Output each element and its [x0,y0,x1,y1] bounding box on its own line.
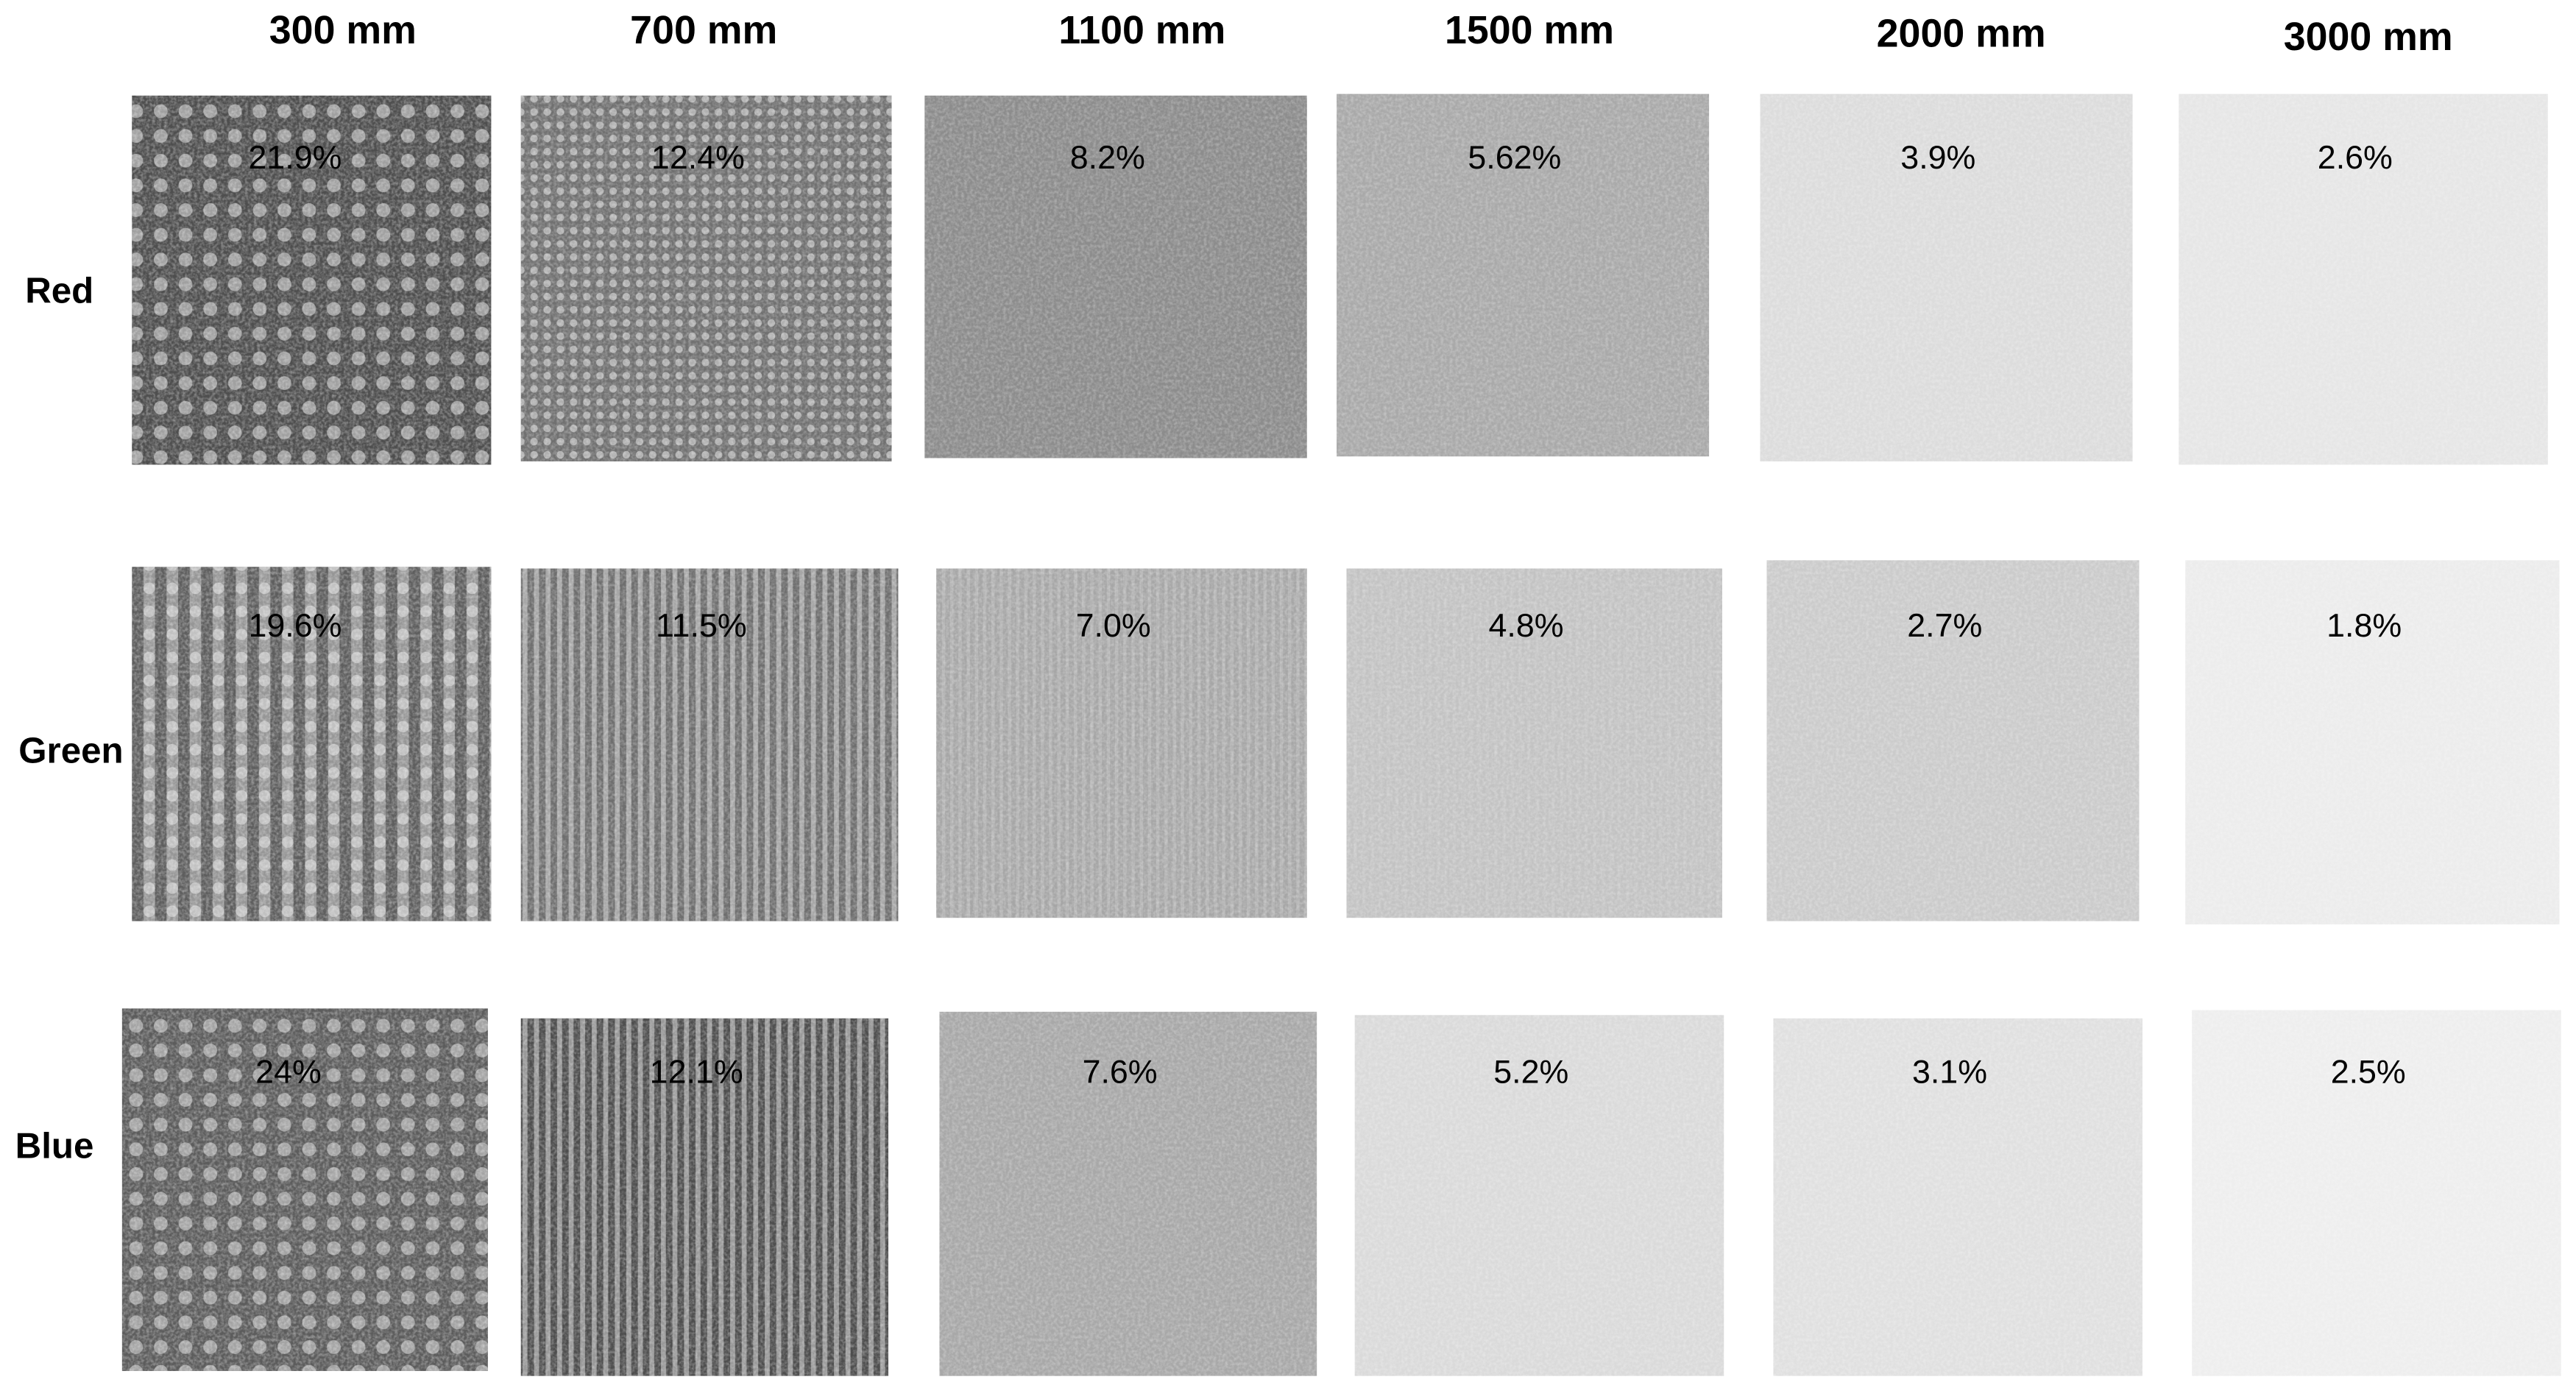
percentage-label: 7.6% [1083,1054,1158,1091]
percentage-label: 12.1% [650,1054,743,1091]
percentage-label: 7.0% [1076,607,1151,644]
percentage-label: 24% [255,1054,322,1091]
column-header: 300 mm [269,8,417,52]
texture-noise [1766,560,2140,921]
texture-noise [2179,93,2548,465]
percentage-label: 1.8% [2326,607,2402,644]
texture-noise [924,95,1307,458]
percentage-label: 3.9% [1900,139,1975,176]
texture-noise [939,1011,1317,1376]
percentage-label: 21.9% [248,139,342,176]
texture-noise [1773,1018,2142,1376]
percentage-label: 12.4% [651,139,745,176]
percentage-label: 19.6% [248,607,342,644]
texture-noise [520,568,899,921]
percentage-label: 5.62% [1468,139,1561,176]
percentage-label: 3.1% [1912,1054,1987,1091]
percentage-label: 5.2% [1493,1054,1568,1091]
percentage-label: 2.5% [2331,1054,2406,1091]
percentage-label: 2.7% [1907,607,1982,644]
percentage-label: 4.8% [1489,607,1564,644]
percentage-label: 2.6% [2318,139,2393,176]
percentage-label: 11.5% [656,607,747,644]
column-header: 1100 mm [1058,8,1225,52]
texture-noise [1337,93,1710,457]
texture-noise [121,1008,488,1371]
texture-noise [935,568,1307,918]
row-label: Green [18,730,123,771]
column-header: 1500 mm [1445,8,1614,52]
percentage-label: 8.2% [1070,139,1145,176]
texture-noise [2185,560,2560,925]
texture-noise [132,567,492,921]
texture-noise [520,1018,889,1376]
row-label: Blue [15,1126,94,1166]
texture-noise [1760,93,2133,461]
texture-noise [132,95,492,465]
column-header: 2000 mm [1877,11,2046,55]
row-label: Red [25,271,93,311]
column-header: 700 mm [630,8,777,52]
texture-noise [1354,1015,1724,1376]
texture-noise [520,95,892,461]
column-header: 3000 mm [2284,15,2453,59]
texture-noise [1346,568,1723,918]
texture-noise [2192,1010,2561,1376]
